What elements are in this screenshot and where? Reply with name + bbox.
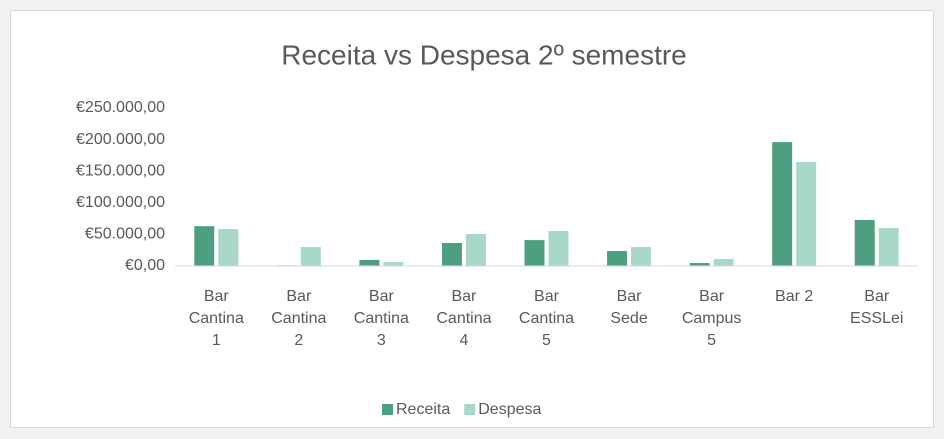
bar xyxy=(218,229,239,266)
bar xyxy=(383,262,404,266)
bar xyxy=(689,263,710,266)
x-tick-label: Bar Campus 5 xyxy=(681,288,742,349)
x-tick-label: Bar Cantina 3 xyxy=(353,288,409,349)
y-tick-label: €100.000,00 xyxy=(76,194,165,211)
bar xyxy=(631,247,652,266)
y-tick-label: €250.000,00 xyxy=(76,99,165,116)
bar xyxy=(194,226,215,266)
legend-label: Despesa xyxy=(478,401,541,418)
chart-title: Receita vs Despesa 2º semestre xyxy=(281,39,687,70)
x-tick-label: Bar ESSLei xyxy=(850,288,904,327)
bar xyxy=(300,247,321,266)
bar xyxy=(713,259,734,266)
x-tick-label: Bar 2 xyxy=(775,288,814,305)
bar xyxy=(878,228,899,266)
x-tick-label: Bar Cantina 5 xyxy=(518,288,575,349)
bar xyxy=(772,142,793,266)
chart-frame xyxy=(10,10,934,428)
bar xyxy=(854,219,875,266)
legend-swatch xyxy=(382,404,393,415)
bar xyxy=(607,251,628,266)
legend-label: Receita xyxy=(396,401,450,418)
bar xyxy=(465,234,486,266)
x-tick-label: Bar Cantina 2 xyxy=(271,288,327,349)
x-tick-label: Bar Sede xyxy=(610,288,648,327)
x-tick-label: Bar Cantina 1 xyxy=(188,288,244,349)
x-tick-label: Bar Cantina 4 xyxy=(436,288,492,349)
bar xyxy=(796,161,817,266)
bar xyxy=(548,230,569,266)
y-tick-label: €0,00 xyxy=(125,257,165,274)
bar xyxy=(359,259,380,266)
bar xyxy=(524,240,545,266)
legend-swatch xyxy=(464,404,476,415)
y-tick-label: €150.000,00 xyxy=(76,162,165,179)
y-tick-label: €200.000,00 xyxy=(76,131,165,148)
y-tick-label: €50.000,00 xyxy=(85,226,165,243)
bar xyxy=(441,242,462,266)
